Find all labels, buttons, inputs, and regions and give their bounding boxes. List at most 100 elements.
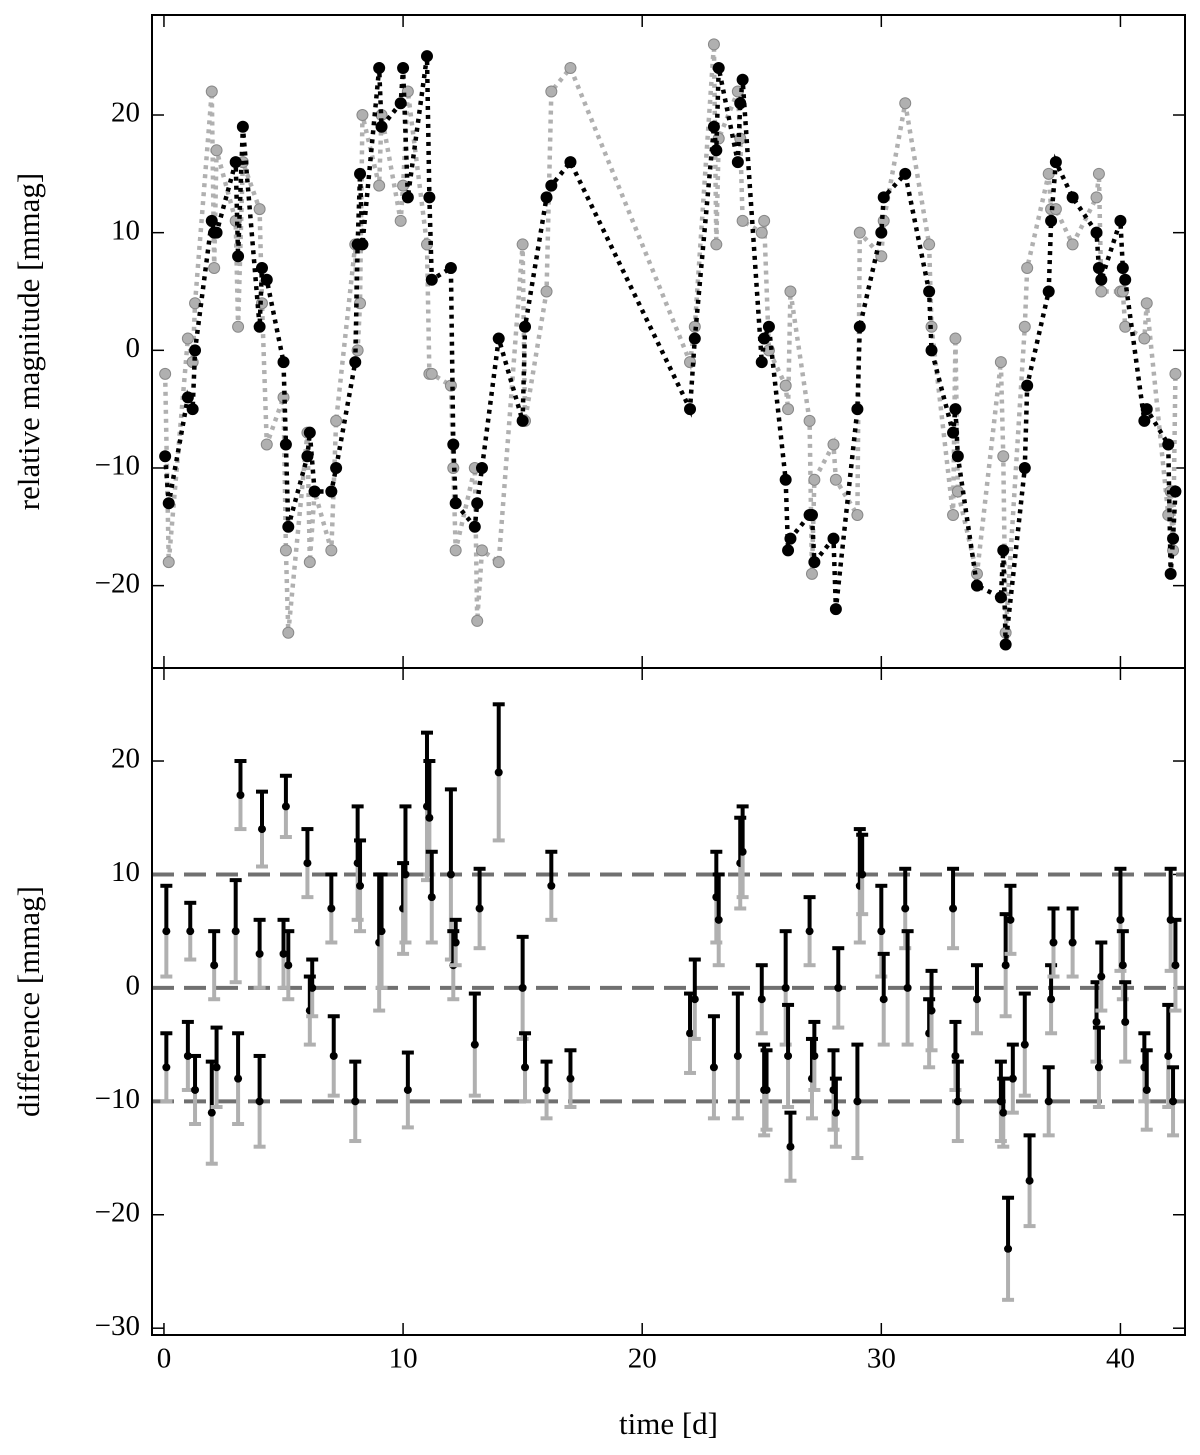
error-bar (1169, 917, 1182, 1013)
data-point (253, 203, 266, 216)
error-bar (279, 773, 292, 840)
data-point (330, 461, 343, 474)
data-point (325, 544, 338, 557)
data-point (853, 1097, 862, 1106)
error-bar (468, 991, 481, 1098)
x-tick-label: 20 (628, 1343, 657, 1375)
data-point (1092, 167, 1105, 180)
error-bar (208, 929, 221, 1002)
plot-frame (151, 667, 1186, 1336)
data-point (1020, 1040, 1029, 1049)
data-point (545, 85, 558, 98)
data-point (1049, 156, 1062, 169)
data-point (208, 261, 221, 274)
data-point (205, 214, 218, 227)
error-bar (210, 1025, 223, 1109)
data-point (330, 414, 343, 427)
error-bar (901, 929, 914, 1047)
data-point (1121, 1017, 1130, 1026)
data-point (1042, 285, 1055, 298)
data-point (281, 802, 290, 811)
data-point (1169, 485, 1182, 498)
x-tick-label: 10 (389, 1343, 418, 1375)
error-bar (425, 849, 438, 945)
error-bar (399, 804, 412, 945)
data-point (947, 509, 960, 522)
error-bar (234, 759, 247, 832)
data-point (564, 61, 577, 74)
data-point (925, 344, 938, 357)
data-point (899, 97, 912, 110)
error-bar (951, 1059, 964, 1144)
data-point (684, 403, 697, 416)
error-bar (545, 849, 558, 922)
error-bar (1095, 940, 1108, 1013)
y-tick-label: −10 (95, 1083, 140, 1115)
data-point (784, 532, 797, 545)
data-point (736, 214, 749, 227)
data-point (186, 927, 195, 936)
data-point (232, 250, 245, 263)
data-point (831, 1108, 840, 1117)
data-point (446, 870, 455, 879)
error-bar (1140, 1048, 1153, 1132)
error-bar (229, 878, 242, 985)
error-bar (253, 1053, 266, 1149)
data-point (1042, 167, 1055, 180)
data-point (401, 870, 410, 879)
data-point (159, 367, 172, 380)
error-bar (832, 946, 845, 1030)
data-point (542, 1085, 551, 1094)
data-point (901, 904, 910, 913)
data-point (686, 1029, 695, 1038)
error-bar (684, 991, 697, 1075)
data-point (758, 214, 771, 227)
x-tick-label: 40 (1106, 1343, 1135, 1375)
data-point (710, 144, 723, 157)
data-point (1169, 1097, 1178, 1106)
data-point (325, 485, 338, 498)
data-point (1066, 191, 1079, 204)
data-point (1045, 214, 1058, 227)
data-point (949, 332, 962, 345)
data-point (738, 847, 747, 856)
data-point (782, 544, 795, 557)
data-point (232, 320, 245, 333)
data-point (736, 73, 749, 86)
data-point (492, 556, 505, 569)
data-point (1025, 1176, 1034, 1185)
data-point (545, 179, 558, 192)
data-point (186, 403, 199, 416)
error-bar (564, 1048, 577, 1109)
data-point (808, 473, 821, 486)
data-point (781, 983, 790, 992)
data-point (356, 881, 365, 890)
data-point (784, 285, 797, 298)
data-point (277, 356, 290, 369)
data-point (253, 320, 266, 333)
data-point (734, 97, 747, 110)
data-point (1092, 1017, 1101, 1026)
data-point (1001, 961, 1010, 970)
data-point (1171, 961, 1180, 970)
error-bar (401, 1050, 414, 1130)
error-bar (688, 957, 701, 1041)
y-tick-label: −30 (95, 1310, 140, 1342)
data-point (475, 461, 488, 474)
data-point (805, 567, 818, 580)
error-bar (1092, 1025, 1105, 1109)
data-point (903, 983, 912, 992)
error-bar (255, 789, 268, 869)
data-point (564, 156, 577, 169)
data-point (805, 509, 818, 522)
data-point (808, 556, 821, 569)
data-point (425, 813, 434, 822)
data-point (999, 638, 1012, 651)
data-point (1047, 995, 1056, 1004)
data-point (1114, 214, 1127, 227)
data-point (327, 904, 336, 913)
data-point (1090, 191, 1103, 204)
error-bar (540, 1059, 553, 1121)
data-point (162, 927, 171, 936)
data-point (947, 426, 960, 439)
